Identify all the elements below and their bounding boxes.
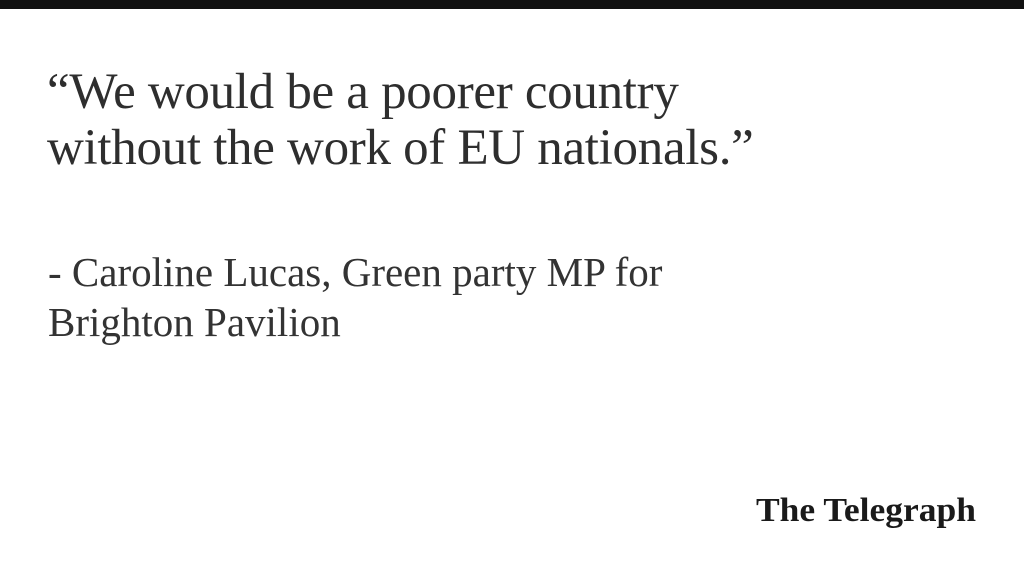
quote-line-2: without the work of EU nationals.” [47,120,754,176]
quote-text: “We would be a poorer country without th… [47,64,947,176]
quote-attribution: - Caroline Lucas, Green party MP for Bri… [48,247,948,347]
telegraph-logo: The Telegraph [756,492,976,529]
quote-line-1: “We would be a poorer country [47,64,679,120]
svg-text:The Telegraph: The Telegraph [756,492,976,529]
top-bar [0,0,1024,9]
attribution-line-2: Brighton Pavilion [48,299,341,345]
attribution-line-1: - Caroline Lucas, Green party MP for [48,249,663,295]
